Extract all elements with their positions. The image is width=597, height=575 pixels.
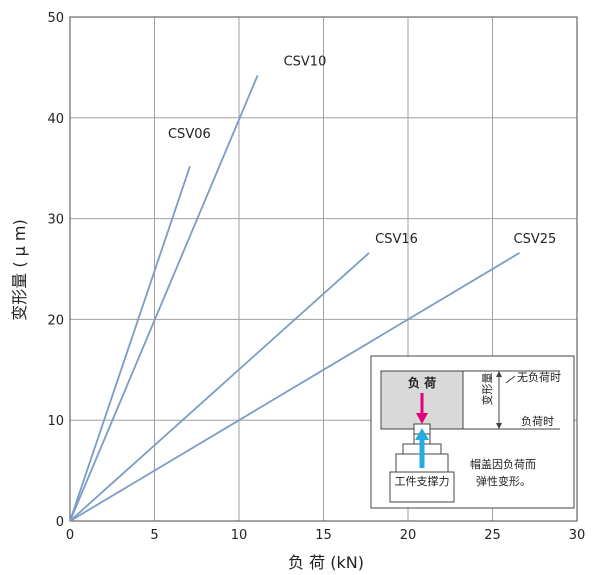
series-labels: CSV06 CSV10 CSV16 CSV25 [168,54,556,246]
x-tick-label-6: 30 [569,528,586,543]
y-tick-label-2: 20 [47,313,64,328]
y-tick-label-5: 50 [47,11,64,26]
x-tick-label-4: 20 [400,528,417,543]
under-load-label: 负荷时 [521,414,554,428]
series-line-csv16 [69,252,370,522]
no-load-label: 无负荷时 [517,370,561,384]
series-label-csv25: CSV25 [514,232,557,247]
deformation-arrow-up-icon [496,371,502,377]
y-tick-label-1: 10 [47,414,64,429]
y-tick-label-0: 0 [56,515,64,530]
series-label-csv16: CSV16 [375,232,418,247]
deformation-arrow-down-icon [496,423,502,429]
series-line-csv10 [69,75,259,522]
y-axis-title: 变形量 ( μ m) [10,219,29,321]
deformation-label: 变形量 [480,373,494,406]
workpiece-support [389,423,455,503]
series-line-csv06 [69,165,191,522]
series [69,75,521,522]
series-label-csv10: CSV10 [284,54,327,69]
series-line-csv25 [69,252,521,522]
y-tick-label-3: 30 [47,213,64,228]
cap-note-line2: 弹性变形。 [476,474,531,488]
no-load-leader [505,375,516,384]
support-arrow-icon [415,428,429,440]
x-axis-title: 负 荷 (kN) [288,553,364,572]
load-label: 负 荷 [408,375,436,390]
plot-frame [69,16,578,522]
y-tick-label-4: 40 [47,112,64,127]
x-tick-label-1: 5 [150,528,158,543]
x-tick-label-3: 15 [315,528,332,543]
workpiece-force-label: 工件支撑力 [395,474,450,488]
cap-note-line1: 帽盖因负荷而 [470,457,536,471]
inset-diagram: 负 荷 工件支撑力 变形量 无负荷时 负荷时 帽盖因负荷而 弹性变形。 [370,355,575,509]
x-tick-label-2: 10 [231,528,248,543]
load-arrow-icon [416,413,428,424]
x-tick-label-5: 25 [484,528,501,543]
x-tick-label-0: 0 [66,528,74,543]
ticks: 0 5 10 15 20 25 30 0 10 20 30 40 50 [47,11,585,543]
series-label-csv06: CSV06 [168,127,211,142]
